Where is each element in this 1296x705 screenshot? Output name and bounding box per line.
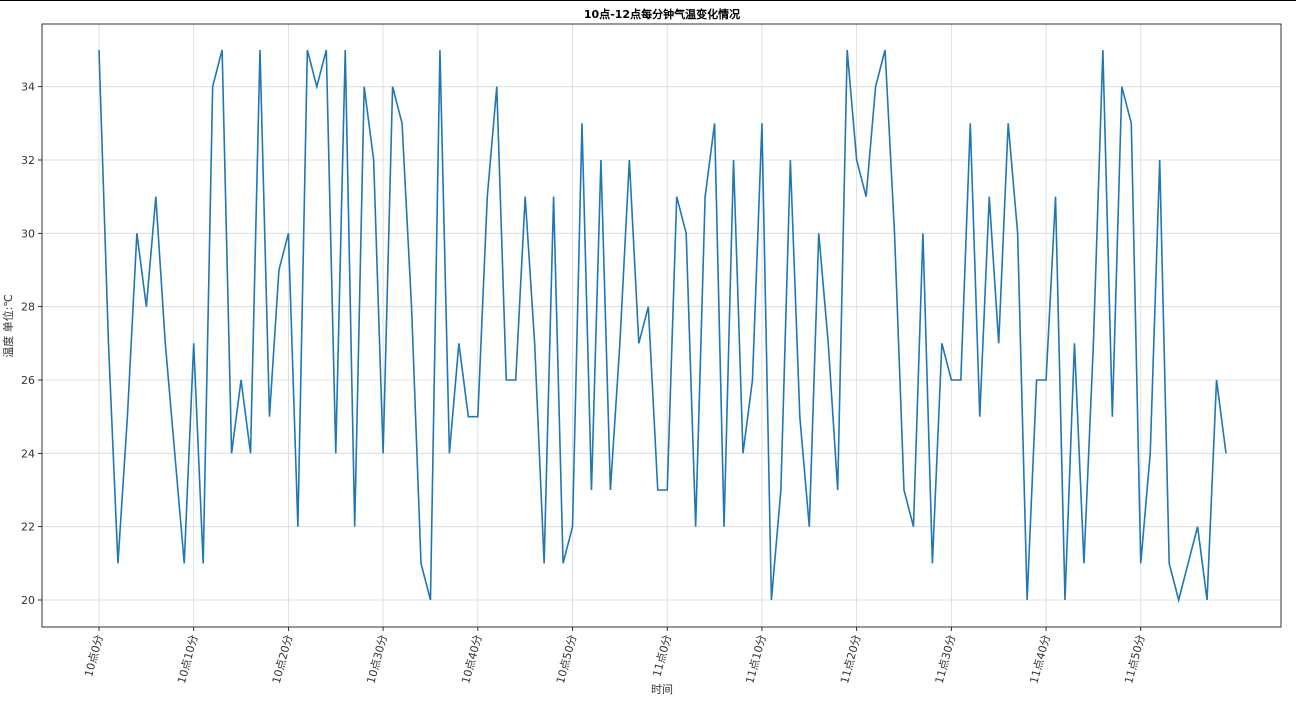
x-tick-label: 11点50分 xyxy=(1122,633,1147,685)
y-tick-label: 32 xyxy=(21,154,35,167)
plot-frame xyxy=(41,23,1282,628)
grid xyxy=(42,24,1281,627)
y-axis-label: 温度 单位:℃ xyxy=(1,294,15,358)
x-tick-label: 11点20分 xyxy=(838,633,863,685)
x-axis-label: 时间 xyxy=(651,683,673,696)
x-axis-ticks: 10点0分 10点10分 10点20分 10点30分 10点40分 10点50分 11点0分… xyxy=(82,627,1148,685)
x-tick-label: 11点40分 xyxy=(1027,633,1052,685)
temperature-series-line xyxy=(98,49,1227,604)
x-tick-label: 10点0分 xyxy=(82,633,106,678)
y-tick-label: 26 xyxy=(21,374,35,387)
y-tick-label: 34 xyxy=(21,81,35,94)
y-tick-label: 24 xyxy=(21,447,35,460)
y-tick-label: 28 xyxy=(21,301,35,314)
x-tick-label: 11点0分 xyxy=(650,633,674,678)
x-tick-label: 10点20分 xyxy=(270,633,295,685)
y-tick-label: 30 xyxy=(21,227,35,240)
x-tick-label: 10点40分 xyxy=(459,633,484,685)
x-tick-label: 11点10分 xyxy=(743,633,768,685)
y-tick-label: 20 xyxy=(21,594,35,607)
x-tick-label: 11点30分 xyxy=(933,633,958,685)
y-axis-ticks: 20 22 24 26 28 30 32 34 xyxy=(21,81,42,607)
chart-title: 10点-12点每分钟气温变化情况 xyxy=(584,7,740,21)
x-tick-label: 10点30分 xyxy=(365,633,390,685)
x-tick-label: 10点50分 xyxy=(554,633,579,685)
y-tick-label: 22 xyxy=(21,521,35,534)
x-tick-label: 10点10分 xyxy=(175,633,200,685)
